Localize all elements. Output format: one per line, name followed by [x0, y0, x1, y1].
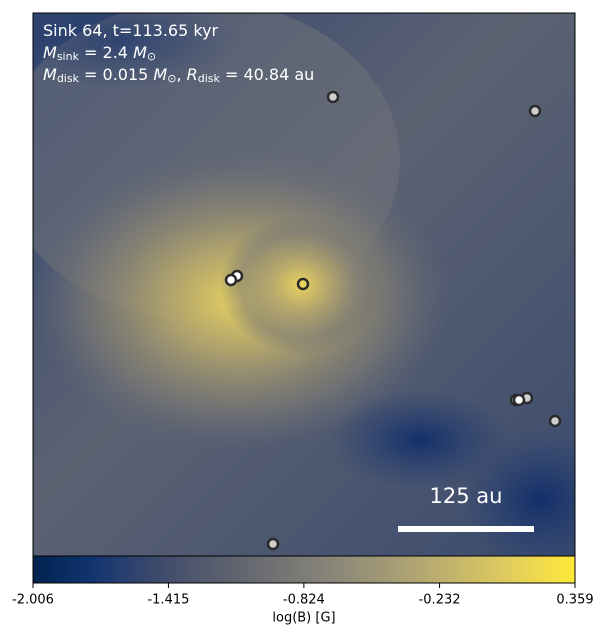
annotation-text: disk [198, 72, 221, 85]
annotation-text: , [176, 65, 186, 84]
annotation-text: ⊙ [167, 72, 176, 85]
colorbar-tick-label: -2.006 [12, 593, 54, 608]
colorbar-tick-label: 0.359 [556, 593, 593, 608]
scale-bar-label: 125 au [430, 484, 503, 508]
annotation-line: Msink = 2.4 M⊙ [43, 43, 156, 64]
annotation-text: M [153, 65, 167, 84]
annotation-text: M [43, 43, 57, 62]
annotation-text: disk [57, 72, 80, 85]
annotation-line: Sink 64, t=113.65 kyr [43, 21, 219, 40]
field-image [33, 13, 575, 556]
colorbar-tick-label: -0.824 [283, 593, 325, 608]
annotation-text: = 40.84 au [220, 65, 314, 84]
annotation-text: R [187, 65, 198, 84]
colorbar-tick-label: -1.415 [147, 593, 189, 608]
colorbar-label: log(B) [G] [272, 611, 335, 626]
annotation-text: sink [57, 50, 80, 63]
colorbar [32, 555, 576, 584]
annotation-text: M [43, 65, 57, 84]
colorbar-ticks: -2.006 -1.415 -0.824 -0.232 0.359 [12, 583, 594, 608]
annotation-text: Sink 64, t=113.65 kyr [43, 21, 219, 40]
annotation-line: Mdisk = 0.015 M⊙, Rdisk = 40.84 au [43, 65, 314, 86]
annotation-text: = 2.4 [79, 43, 133, 62]
sink-particles [224, 90, 562, 551]
annotation-text: = 0.015 [79, 65, 153, 84]
colorbar-tick-label: -0.232 [419, 593, 461, 608]
annotation-text: ⊙ [147, 50, 156, 63]
annotation-text: M [133, 43, 147, 62]
